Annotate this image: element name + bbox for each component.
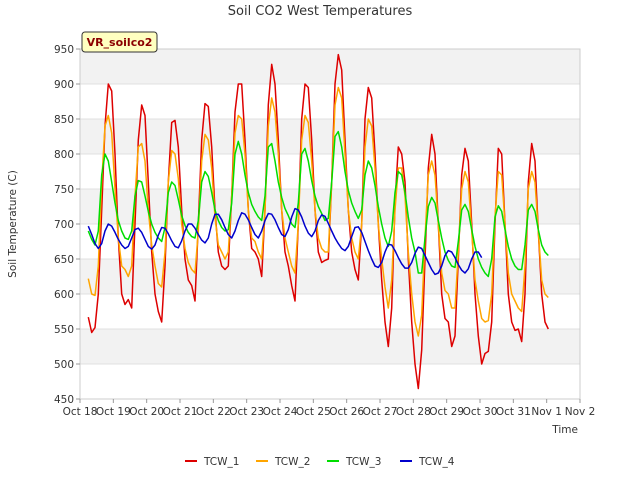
x-tick-label: Oct 22 xyxy=(196,406,231,418)
legend: TCW_1 TCW_2 TCW_3 TCW_4 xyxy=(185,456,455,468)
grid-band xyxy=(80,49,580,84)
y-tick-label: 850 xyxy=(54,114,74,126)
series-line-tcw-4 xyxy=(87,207,483,276)
legend-item-tcw-1: TCW_1 xyxy=(185,456,239,468)
grid-band xyxy=(80,119,580,154)
legend-item-tcw-4: TCW_4 xyxy=(400,456,455,468)
y-tick-label: 450 xyxy=(54,394,74,406)
x-tick-label: Oct 26 xyxy=(329,406,364,418)
y-tick-label: 800 xyxy=(54,149,74,161)
grid-bands xyxy=(80,48,580,400)
x-tick-label: Oct 21 xyxy=(163,406,198,418)
x-axis-label: Time xyxy=(551,424,578,436)
x-tick-label: Oct 30 xyxy=(463,406,498,418)
y-tick-label: 750 xyxy=(54,184,74,196)
x-tick-label: Oct 24 xyxy=(263,406,298,418)
y-tick-label: 950 xyxy=(54,44,74,56)
x-tick-label: Oct 18 xyxy=(63,406,98,418)
series-layer xyxy=(87,53,549,390)
x-tick-label: Oct 23 xyxy=(229,406,264,418)
x-tick-label: Oct 25 xyxy=(296,406,331,418)
legend-item-tcw-3: TCW_3 xyxy=(327,456,381,468)
x-tick-label: Nov 2 xyxy=(565,406,596,418)
legend-label: TCW_3 xyxy=(345,456,381,468)
x-tick-label: Oct 20 xyxy=(129,406,164,418)
site-badge: VR_soilco2 xyxy=(81,31,158,53)
badge-label: VR_soilco2 xyxy=(87,36,153,49)
x-tick-label: Oct 31 xyxy=(496,406,531,418)
y-tick-label: 650 xyxy=(54,254,74,266)
y-axis-label: Soil Temperature (C) xyxy=(7,170,19,278)
legend-label: TCW_4 xyxy=(418,456,455,468)
y-tick-label: 500 xyxy=(54,359,74,371)
x-tick-label: Oct 19 xyxy=(96,406,131,418)
y-tick-label: 600 xyxy=(54,289,74,301)
x-tick-label: Oct 27 xyxy=(363,406,398,418)
legend-label: TCW_2 xyxy=(274,456,310,468)
grid-band xyxy=(80,329,580,364)
legend-item-tcw-2: TCW_2 xyxy=(256,456,310,468)
badge-box xyxy=(81,31,158,53)
y-tick-label: 700 xyxy=(54,219,74,231)
y-axis-ticks: 450 500 550 600 650 700 750 800 850 900 950 xyxy=(54,44,80,406)
x-tick-label: Nov 1 xyxy=(531,406,562,418)
x-tick-label: Oct 29 xyxy=(429,406,464,418)
x-tick-label: Oct 28 xyxy=(396,406,431,418)
chart-title: Soil CO2 West Temperatures xyxy=(228,4,413,19)
legend-label: TCW_1 xyxy=(203,456,239,468)
y-tick-label: 900 xyxy=(54,79,74,91)
y-tick-label: 550 xyxy=(54,324,74,336)
